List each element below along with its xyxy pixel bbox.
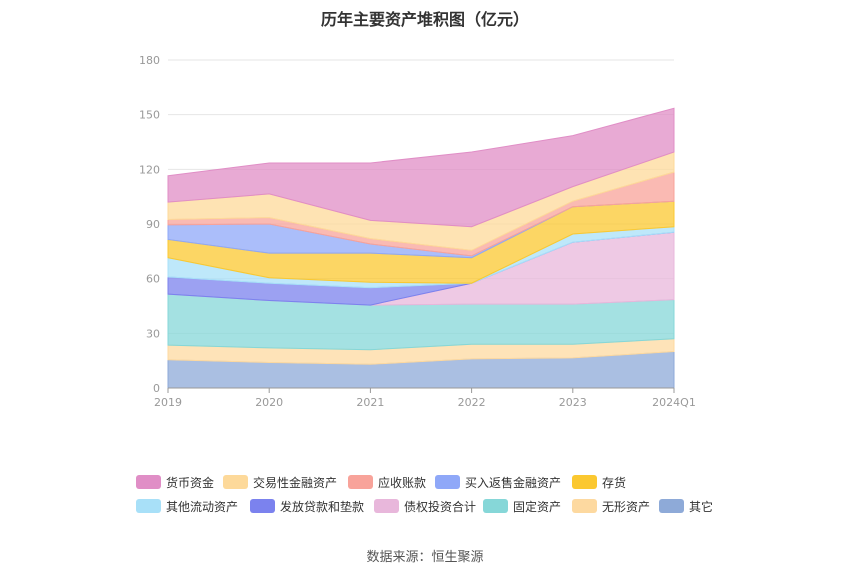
chart-title: 历年主要资产堆积图（亿元） — [320, 10, 529, 29]
legend-swatch — [136, 499, 161, 513]
legend-label: 其他流动资产 — [166, 499, 239, 514]
legend-label: 应收账款 — [378, 475, 427, 490]
y-tick-label: 0 — [153, 382, 160, 395]
legend-item[interactable]: 买入返售金融资产 — [435, 473, 561, 491]
legend-swatch — [136, 475, 161, 489]
source-note: 数据来源：恒生聚源 — [366, 550, 484, 565]
legend-swatch — [435, 475, 460, 489]
x-tick-label: 2021 — [356, 396, 384, 409]
legend-label: 存货 — [602, 475, 627, 490]
legend-label: 买入返售金融资产 — [465, 475, 562, 490]
x-tick-label: 2020 — [255, 396, 283, 409]
legend-item[interactable]: 固定资产 — [483, 497, 561, 515]
legend-label: 债权投资合计 — [404, 499, 477, 514]
legend-swatch — [348, 475, 373, 489]
area-series — [167, 107, 675, 389]
y-tick-label: 30 — [146, 327, 160, 340]
x-tick-label: 2023 — [559, 396, 587, 409]
legend-item[interactable]: 交易性金融资产 — [223, 473, 337, 491]
legend-swatch — [250, 499, 275, 513]
legend-item[interactable]: 存货 — [572, 473, 626, 491]
legend-swatch — [572, 499, 597, 513]
legend-item[interactable]: 其他流动资产 — [136, 497, 238, 515]
legend-label: 发放贷款和垫款 — [280, 499, 365, 514]
x-tick-label: 2022 — [458, 396, 486, 409]
legend-label: 固定资产 — [513, 499, 562, 514]
legend-item[interactable]: 应收账款 — [348, 473, 426, 491]
y-tick-label: 60 — [146, 273, 160, 286]
area-货币资金 — [167, 107, 675, 228]
x-tick-label: 2019 — [154, 396, 182, 409]
legend-item[interactable]: 债权投资合计 — [374, 497, 476, 515]
axes: 0 30 60 90 120 150 180 2019 2020 2021 2022 2023 2024… — [139, 54, 696, 409]
legend-swatch — [572, 475, 597, 489]
y-tick-label: 120 — [139, 163, 160, 176]
legend-label: 其它 — [689, 499, 714, 514]
legend-item[interactable]: 发放贷款和垫款 — [250, 497, 364, 515]
y-tick-label: 180 — [139, 54, 160, 67]
y-tick-label: 150 — [139, 109, 160, 122]
legend-label: 无形资产 — [602, 499, 651, 514]
stacked-area-chart: 0 30 60 90 120 150 180 2019 2020 2021 2022 2023 2024… — [139, 54, 696, 409]
legend-swatch — [374, 499, 399, 513]
legend-swatch — [659, 499, 684, 513]
x-tick-label: 2024Q1 — [652, 396, 696, 409]
legend-swatch — [223, 475, 248, 489]
legend-swatch — [483, 499, 508, 513]
legend-item[interactable]: 其它 — [659, 497, 713, 515]
legend-label: 交易性金融资产 — [253, 475, 338, 490]
legend-label: 货币资金 — [166, 475, 215, 490]
legend-item[interactable]: 货币资金 — [136, 473, 214, 491]
legend-item[interactable]: 无形资产 — [572, 497, 650, 515]
y-tick-label: 90 — [146, 218, 160, 231]
